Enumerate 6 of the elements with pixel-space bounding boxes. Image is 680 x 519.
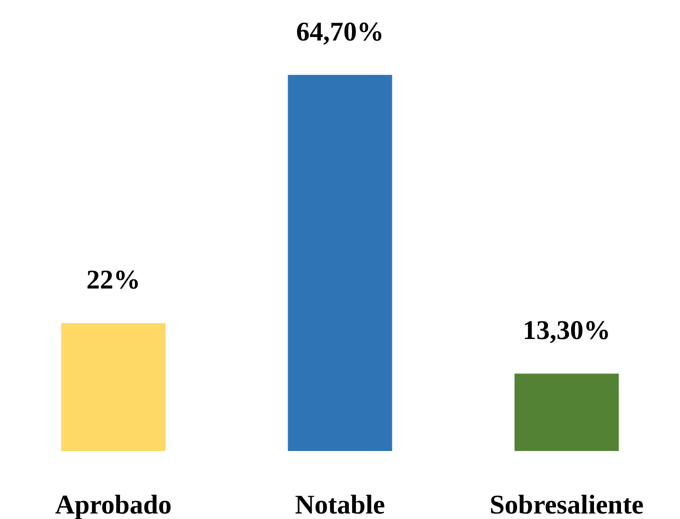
data-label: 22%: [86, 264, 140, 295]
x-tick-label: Aprobado: [55, 490, 172, 519]
data-label: 13,30%: [522, 315, 611, 346]
x-tick-label: Sobresaliente: [490, 490, 644, 519]
data-label: 64,70%: [296, 16, 384, 46]
x-tick-label: Notable: [295, 490, 386, 519]
